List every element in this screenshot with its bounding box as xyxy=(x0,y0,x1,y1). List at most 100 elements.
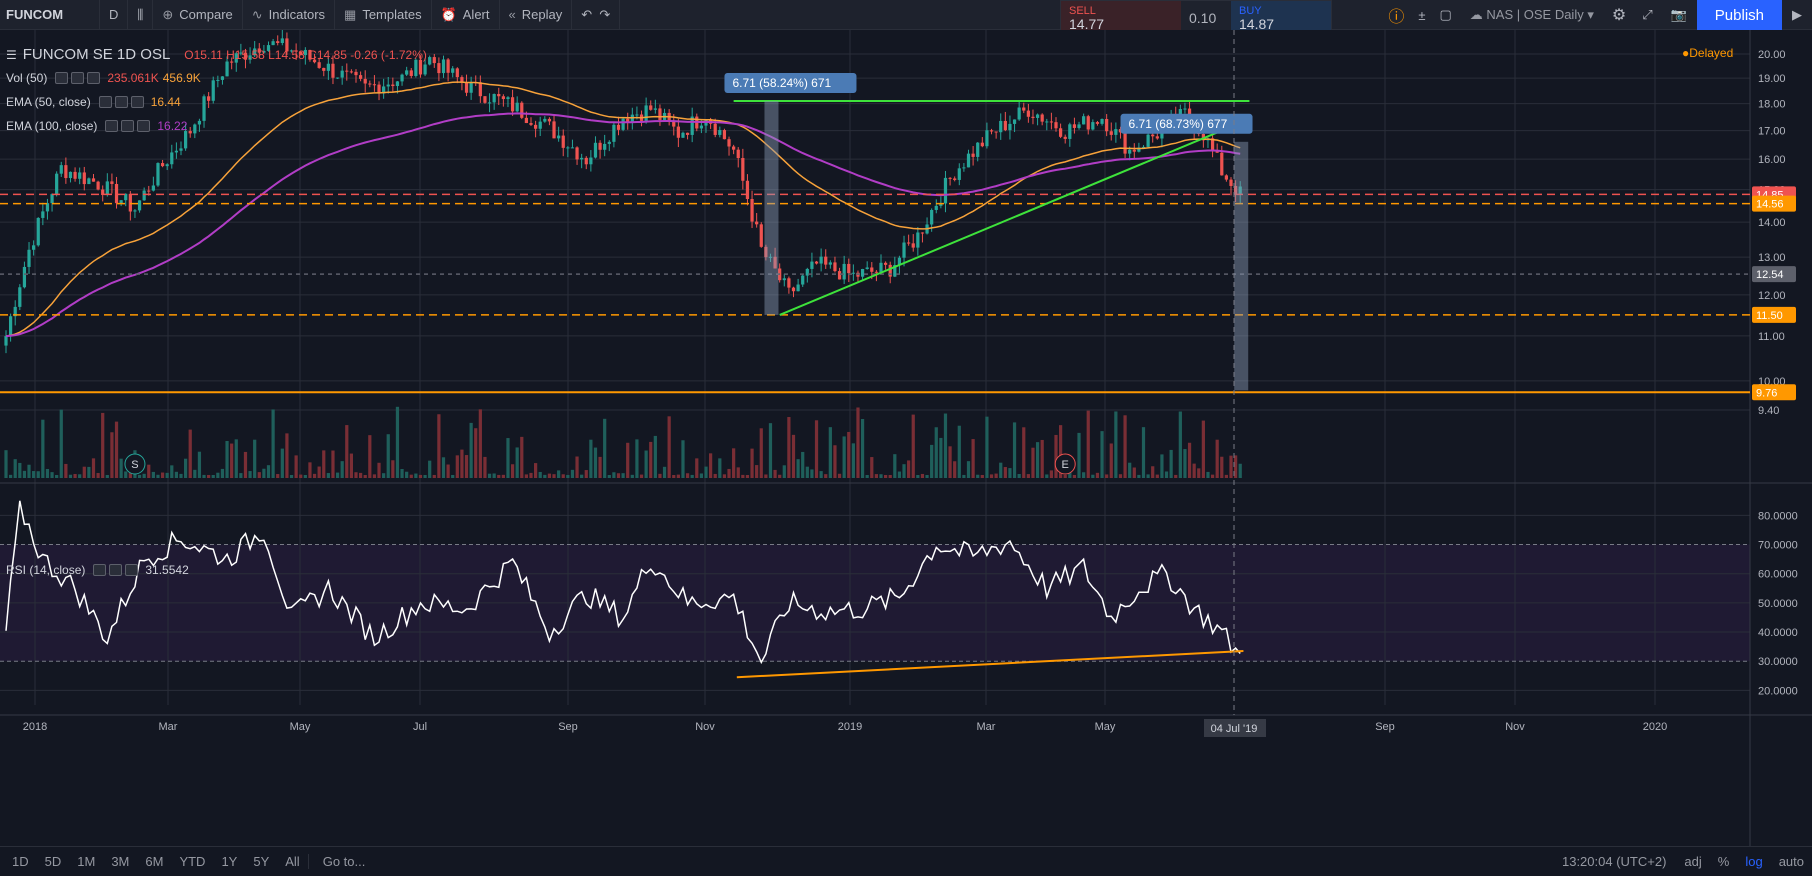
candle-body xyxy=(197,120,202,125)
volume-bar xyxy=(658,473,662,478)
alert-button[interactable]: ⏰ Alert xyxy=(432,0,500,30)
auto-toggle[interactable]: auto xyxy=(1778,854,1804,869)
price-level-text: 12.54 xyxy=(1756,269,1784,281)
undo-redo[interactable]: ↶ ↷ xyxy=(572,0,621,30)
volume-bar xyxy=(824,474,828,478)
eye-icon[interactable] xyxy=(98,96,112,108)
redo-icon[interactable]: ↷ xyxy=(599,6,611,22)
candle-body xyxy=(801,275,805,285)
candle-body xyxy=(137,200,142,211)
volume-bar xyxy=(543,474,547,478)
volume-bar xyxy=(1003,467,1007,478)
camera-icon[interactable]: 📷 xyxy=(1670,7,1687,22)
range-5y[interactable]: 5Y xyxy=(253,854,270,869)
candle-body xyxy=(524,117,529,124)
interval-button[interactable]: D xyxy=(100,0,129,30)
candle-body xyxy=(506,97,510,100)
close-icon[interactable] xyxy=(130,96,144,108)
close-icon[interactable] xyxy=(137,120,151,132)
volume-bar xyxy=(736,467,740,478)
volume-bar xyxy=(1105,474,1109,478)
volume-bar xyxy=(667,416,671,478)
candle-body xyxy=(630,114,634,123)
compare-button[interactable]: ⊕ Compare xyxy=(153,0,243,30)
replay-button[interactable]: « Replay xyxy=(500,0,573,30)
eye-icon[interactable] xyxy=(105,120,119,132)
percent-toggle[interactable]: % xyxy=(1717,854,1730,869)
settings-icon[interactable] xyxy=(114,96,128,108)
range-6m[interactable]: 6M xyxy=(145,854,164,869)
log-toggle[interactable]: log xyxy=(1745,854,1763,869)
volume-bar xyxy=(216,472,220,478)
candle-body xyxy=(851,272,855,274)
gear-icon[interactable]: ⚙ xyxy=(1611,7,1627,24)
symbol-search[interactable]: FUNCOM xyxy=(0,0,100,30)
volume-bar xyxy=(750,448,754,478)
candle-body xyxy=(239,52,243,54)
settings-icon[interactable] xyxy=(121,120,135,132)
chart-type-button[interactable]: ⫼ xyxy=(128,0,154,30)
candle-body xyxy=(672,120,676,127)
volume-bar xyxy=(230,443,234,478)
candle-body xyxy=(860,269,865,277)
publish-button[interactable]: Publish xyxy=(1696,0,1782,30)
goto-button[interactable]: Go to... xyxy=(307,854,380,869)
volume-bar xyxy=(188,429,192,478)
play-icon[interactable]: ▶ xyxy=(1792,7,1802,22)
volume-bar xyxy=(985,416,989,478)
indicators-label: Indicators xyxy=(268,7,326,22)
eye-icon[interactable] xyxy=(93,564,107,576)
alarm-icon: ⏰ xyxy=(440,6,457,22)
candle-body xyxy=(147,190,151,192)
candle-body xyxy=(391,84,395,87)
settings-icon[interactable] xyxy=(71,72,85,84)
fullscreen-icon[interactable]: ⤢ xyxy=(1642,7,1653,22)
measure-label-text: 6.71 (68.73%) 677 xyxy=(1129,117,1228,131)
chart-area[interactable]: 2018 Mar May Jul Sep Nov 2019 Mar May Sep Nov 2020 2… xyxy=(0,30,1812,846)
sell-button[interactable]: SELL 14.77 xyxy=(1061,1,1181,35)
x-tick-label: Sep xyxy=(558,721,578,733)
buy-button[interactable]: BUY 14.87 xyxy=(1231,1,1331,35)
ema100-legend: EMA (100, close) 16.22 xyxy=(6,119,187,133)
square-icon[interactable]: ▢ xyxy=(1439,7,1452,22)
volume-bar xyxy=(147,464,151,478)
plus-minus-icon[interactable]: ± xyxy=(1418,7,1426,23)
range-1y[interactable]: 1Y xyxy=(221,854,238,869)
settings-icon[interactable] xyxy=(109,564,123,576)
undo-icon[interactable]: ↶ xyxy=(581,6,593,22)
ema50-label: EMA (50, close) xyxy=(6,95,91,109)
close-icon[interactable] xyxy=(87,72,101,84)
range-1d[interactable]: 1D xyxy=(12,854,29,869)
candle-body xyxy=(1123,132,1127,154)
close-icon[interactable] xyxy=(125,564,139,576)
range-ytd[interactable]: YTD xyxy=(179,854,206,869)
range-1m[interactable]: 1M xyxy=(77,854,96,869)
adj-toggle[interactable]: adj xyxy=(1684,854,1702,869)
candle-body xyxy=(953,178,957,180)
volume-bar xyxy=(787,417,791,478)
collapse-icon[interactable]: ☰ xyxy=(6,47,17,62)
candle-body xyxy=(294,50,298,52)
candle-body xyxy=(759,224,763,247)
eye-icon[interactable] xyxy=(55,72,69,84)
volume-bar xyxy=(575,456,579,478)
candle-body xyxy=(216,79,220,81)
data-source-selector[interactable]: ☁ NAS | OSE Daily ▾ xyxy=(1469,7,1594,22)
candle-body xyxy=(487,102,492,104)
candle-body xyxy=(745,180,750,200)
templates-button[interactable]: ▦ Templates xyxy=(335,0,432,30)
spread-value: 0.10 xyxy=(1189,9,1217,26)
candle-body xyxy=(994,131,998,133)
candle-body xyxy=(828,262,832,265)
range-5d[interactable]: 5D xyxy=(44,854,62,869)
volume-bar xyxy=(621,473,625,478)
range-all[interactable]: All xyxy=(285,854,300,869)
main-legend: ☰ FUNCOM SE 1D OSL O15.11 H15.58 L14.58 … xyxy=(6,46,427,63)
range-3m[interactable]: 3M xyxy=(111,854,130,869)
candle-body xyxy=(110,181,114,184)
volume-bar xyxy=(1100,431,1104,478)
indicators-button[interactable]: ∿ Indicators xyxy=(243,0,336,30)
volume-bar xyxy=(1137,474,1141,478)
volume-bar xyxy=(32,471,36,478)
info-icon[interactable]: ⓘ xyxy=(1388,9,1405,26)
